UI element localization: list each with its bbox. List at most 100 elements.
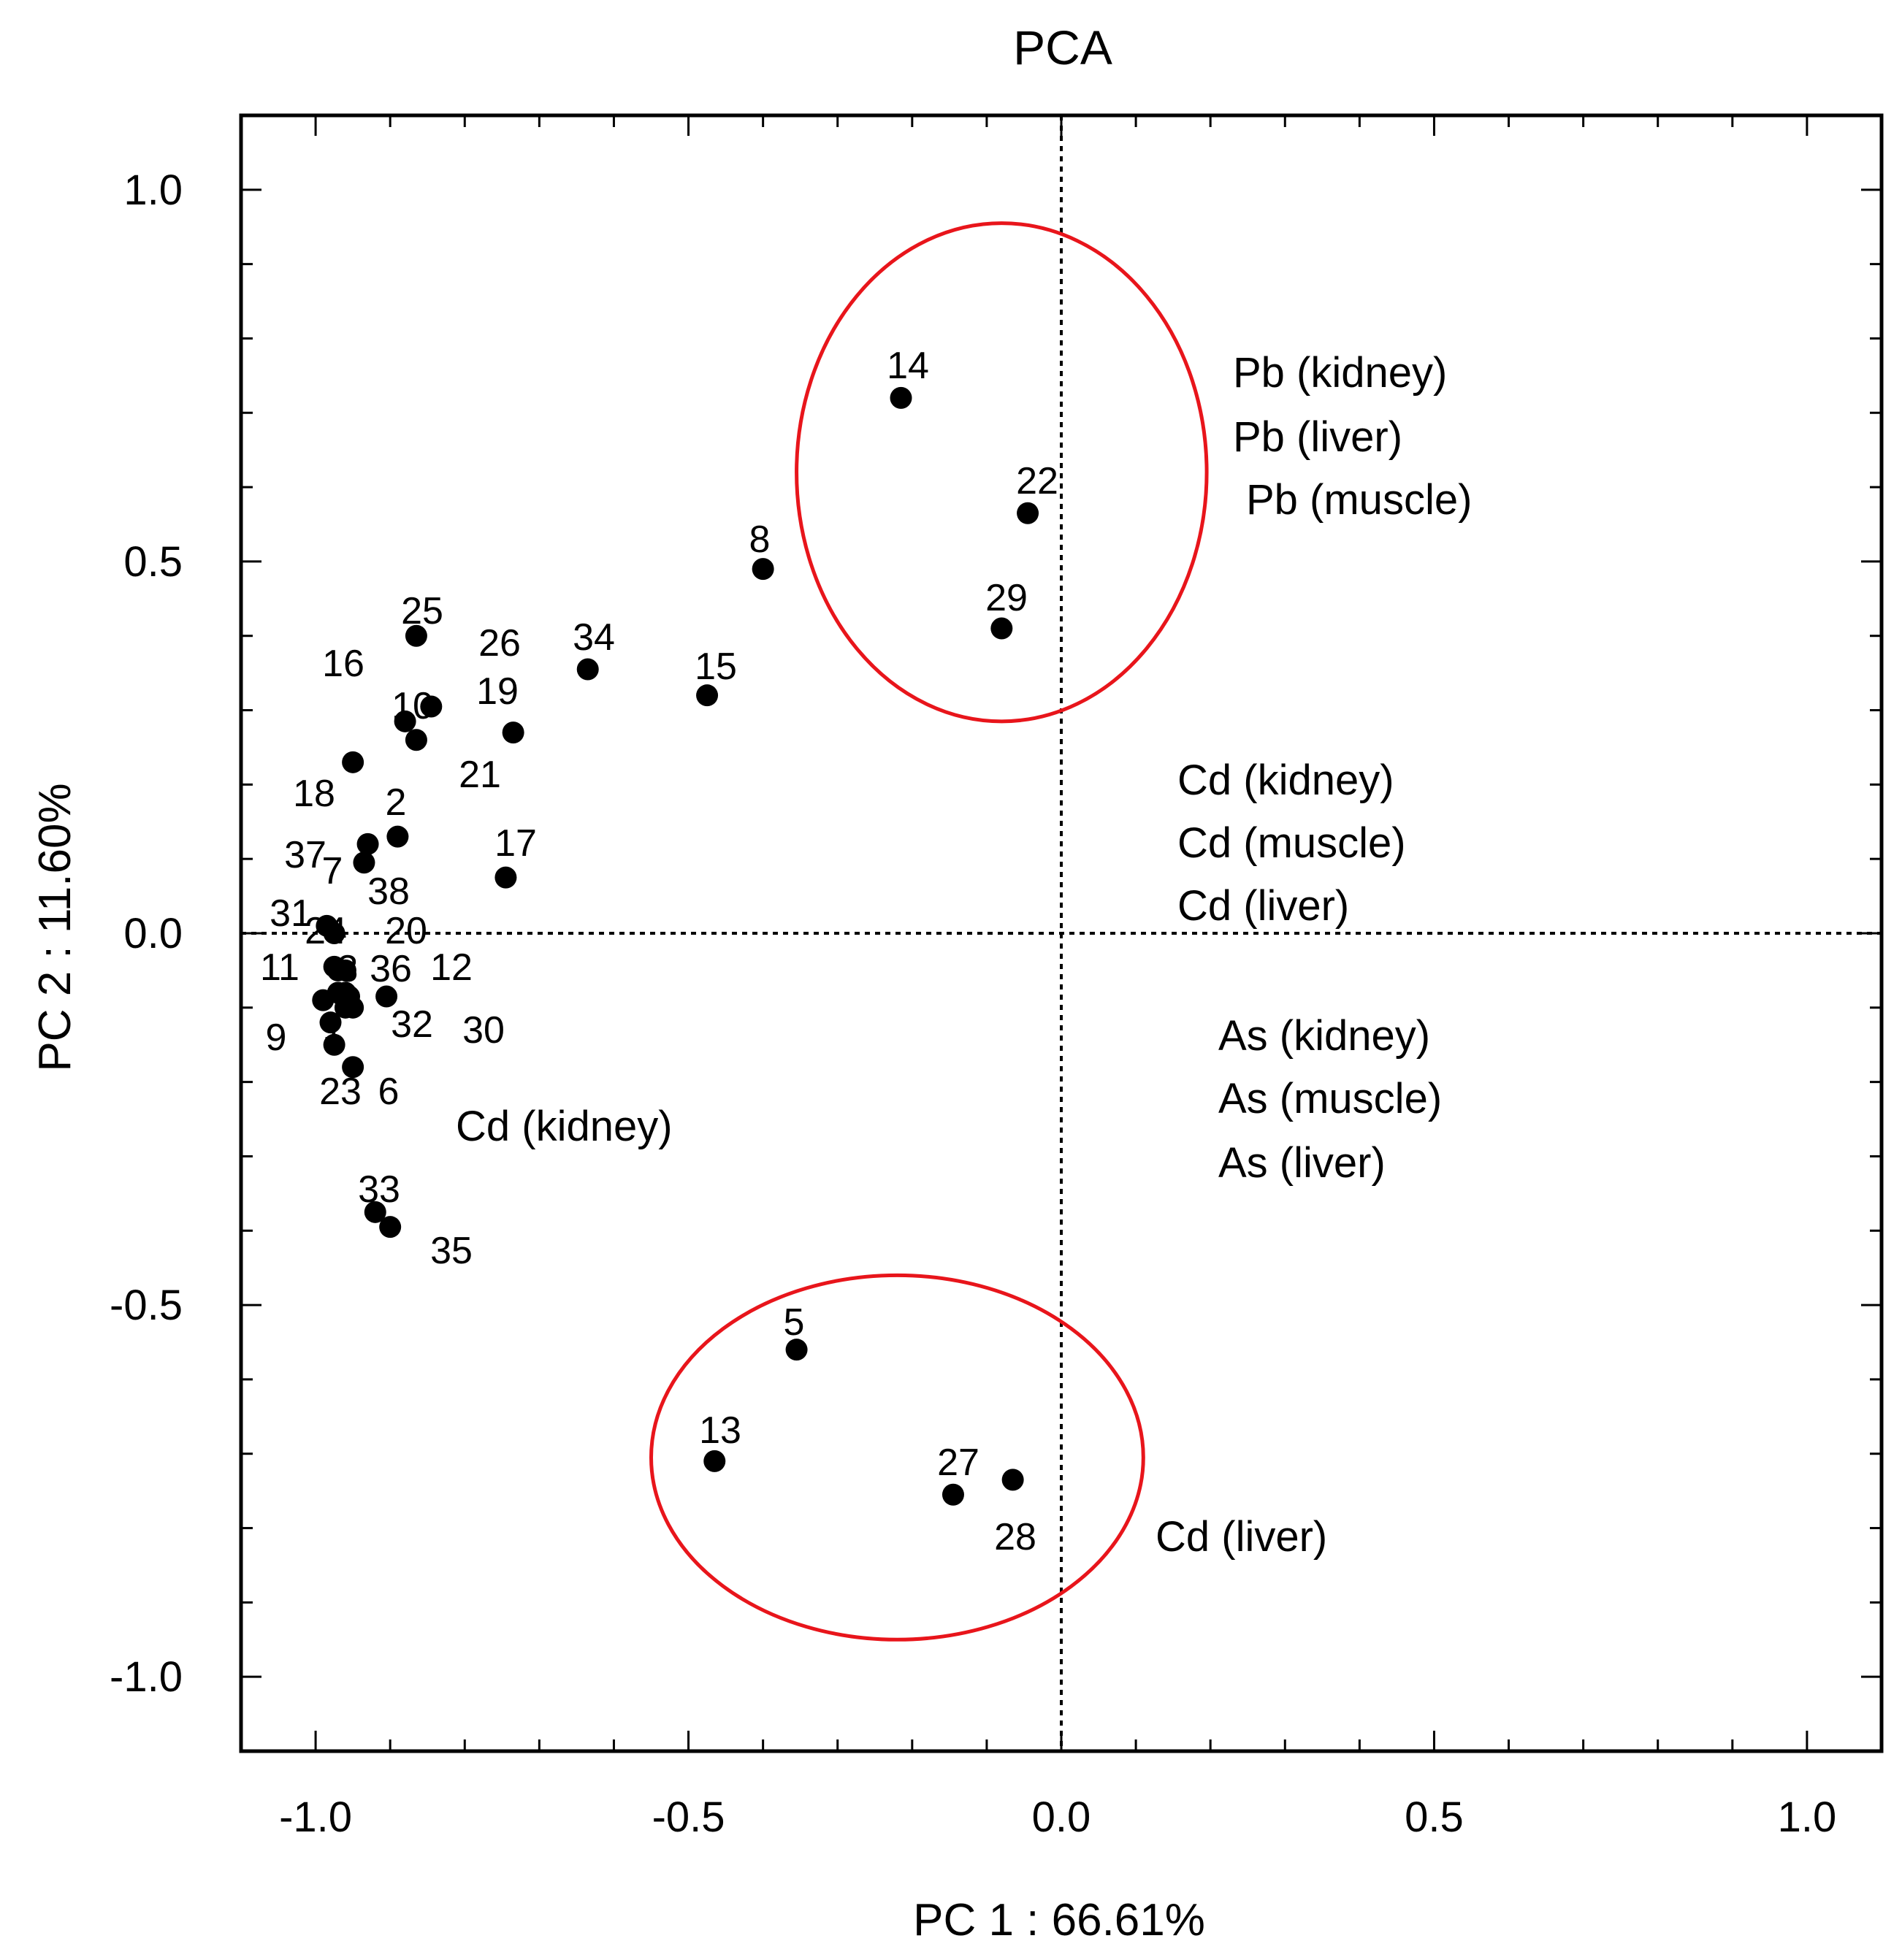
y-tick-label: 0.0 bbox=[123, 910, 183, 957]
y-tick-label: -0.5 bbox=[110, 1282, 183, 1329]
point-label: 3 bbox=[337, 948, 359, 990]
point-label: 29 bbox=[985, 577, 1028, 619]
point-35 bbox=[379, 1216, 402, 1239]
point-label: 5 bbox=[784, 1301, 805, 1344]
point-label: 21 bbox=[459, 754, 501, 796]
variable-label: Cd (kidney) bbox=[456, 1103, 673, 1150]
x-tick-label: -1.0 bbox=[279, 1794, 352, 1841]
x-axis-label: PC 1 : 66.61% bbox=[913, 1895, 1205, 1945]
point-8 bbox=[752, 558, 774, 581]
point-label: 23 bbox=[319, 1071, 362, 1113]
point-label: 19 bbox=[476, 670, 519, 713]
point-10 bbox=[394, 710, 416, 732]
point-label: 1 bbox=[323, 1006, 344, 1049]
y-tick-label: 1.0 bbox=[123, 166, 183, 214]
y-tick-label: 0.5 bbox=[123, 538, 183, 586]
point-label: 20 bbox=[385, 910, 427, 952]
axis-tick-labels: -1.0 -0.5 0.0 0.5 1.0 1.0 0.5 0.0 -0.5 -1.0 bbox=[110, 166, 1836, 1841]
point-9 bbox=[312, 989, 335, 1011]
point-label: 38 bbox=[367, 870, 410, 913]
variable-label: Cd (kidney) bbox=[1177, 757, 1394, 804]
point-label: 7 bbox=[322, 850, 343, 892]
variable-label: As (liver) bbox=[1218, 1139, 1386, 1187]
point-18 bbox=[356, 832, 379, 855]
point-label: 27 bbox=[937, 1442, 979, 1484]
variable-label: As (kidney) bbox=[1218, 1012, 1430, 1060]
point-label: 26 bbox=[478, 622, 521, 665]
point-label: 22 bbox=[1016, 460, 1058, 502]
point-16 bbox=[342, 751, 364, 773]
point-20 bbox=[326, 959, 349, 981]
point-31 bbox=[316, 914, 338, 937]
point-label: 8 bbox=[749, 518, 771, 561]
reference-lines bbox=[241, 115, 1882, 1751]
point-6 bbox=[342, 1056, 364, 1079]
point-23 bbox=[323, 1033, 345, 1056]
point-38 bbox=[334, 996, 356, 1019]
x-tick-label: 0.5 bbox=[1405, 1794, 1464, 1841]
point-label: 13 bbox=[699, 1409, 741, 1452]
point-label: 18 bbox=[293, 773, 335, 815]
point-33 bbox=[364, 1201, 386, 1223]
point-label: 11 bbox=[260, 946, 299, 989]
point-5 bbox=[785, 1339, 808, 1361]
point-label: 12 bbox=[430, 946, 473, 989]
point-label: 9 bbox=[266, 1017, 287, 1059]
point-label: 10 bbox=[392, 685, 434, 727]
variable-labels: Pb (kidney) Pb (liver) Pb (muscle) Cd (kidn… bbox=[456, 349, 1472, 1561]
point-label: 34 bbox=[573, 616, 615, 659]
y-axis-label: PC 2 : 11.60% bbox=[30, 783, 80, 1071]
variable-label: Pb (kidney) bbox=[1233, 349, 1447, 397]
data-points bbox=[312, 386, 1039, 1506]
point-label: 35 bbox=[430, 1230, 473, 1272]
point-label: 2 bbox=[386, 781, 407, 824]
variable-label: As (muscle) bbox=[1218, 1075, 1442, 1122]
point-26 bbox=[420, 695, 443, 718]
point-2 bbox=[386, 825, 409, 848]
variable-label: Cd (muscle) bbox=[1177, 819, 1406, 867]
point-1 bbox=[319, 1011, 342, 1034]
point-32 bbox=[375, 985, 398, 1008]
point-label: 30 bbox=[462, 1009, 505, 1052]
point-label: 37 bbox=[284, 834, 326, 876]
axis-ticks bbox=[241, 115, 1882, 1751]
cluster-ellipse-2 bbox=[649, 1273, 1145, 1642]
point-14 bbox=[890, 386, 912, 409]
variable-label: Pb (liver) bbox=[1233, 413, 1402, 461]
point-15 bbox=[696, 684, 719, 707]
point-label: 31 bbox=[270, 892, 312, 935]
point-label: 33 bbox=[358, 1168, 400, 1211]
point-29 bbox=[990, 617, 1013, 640]
point-25 bbox=[405, 624, 427, 647]
point-22 bbox=[1017, 502, 1039, 524]
cluster-ellipse-1 bbox=[795, 221, 1209, 724]
cluster-ellipses bbox=[649, 221, 1209, 1642]
point-7 bbox=[353, 851, 375, 874]
x-tick-label: 1.0 bbox=[1778, 1794, 1837, 1841]
y-tick-label: -1.0 bbox=[110, 1653, 183, 1701]
point-label: 14 bbox=[887, 345, 929, 387]
variable-label: Pb (muscle) bbox=[1246, 476, 1472, 524]
point-34 bbox=[576, 658, 599, 681]
point-28 bbox=[1001, 1469, 1024, 1491]
variable-label: Cd (liver) bbox=[1156, 1513, 1327, 1561]
chart-title: PCA bbox=[1013, 20, 1112, 74]
point-label: 16 bbox=[322, 643, 364, 685]
x-tick-label: 0.0 bbox=[1032, 1794, 1091, 1841]
point-label: 15 bbox=[695, 646, 737, 688]
point-label: 17 bbox=[494, 822, 537, 865]
point-27 bbox=[942, 1483, 964, 1506]
point-label: 24 bbox=[305, 910, 347, 952]
point-label: 25 bbox=[401, 590, 443, 632]
point-label: 6 bbox=[378, 1071, 400, 1113]
point-21 bbox=[405, 729, 427, 751]
x-tick-label: -0.5 bbox=[652, 1794, 725, 1841]
point-13 bbox=[703, 1450, 726, 1472]
point-17 bbox=[494, 866, 517, 889]
variable-label: Cd (liver) bbox=[1177, 882, 1349, 930]
point-label: 28 bbox=[994, 1516, 1036, 1558]
point-label: 36 bbox=[370, 948, 412, 990]
point-label: 32 bbox=[391, 1003, 433, 1046]
